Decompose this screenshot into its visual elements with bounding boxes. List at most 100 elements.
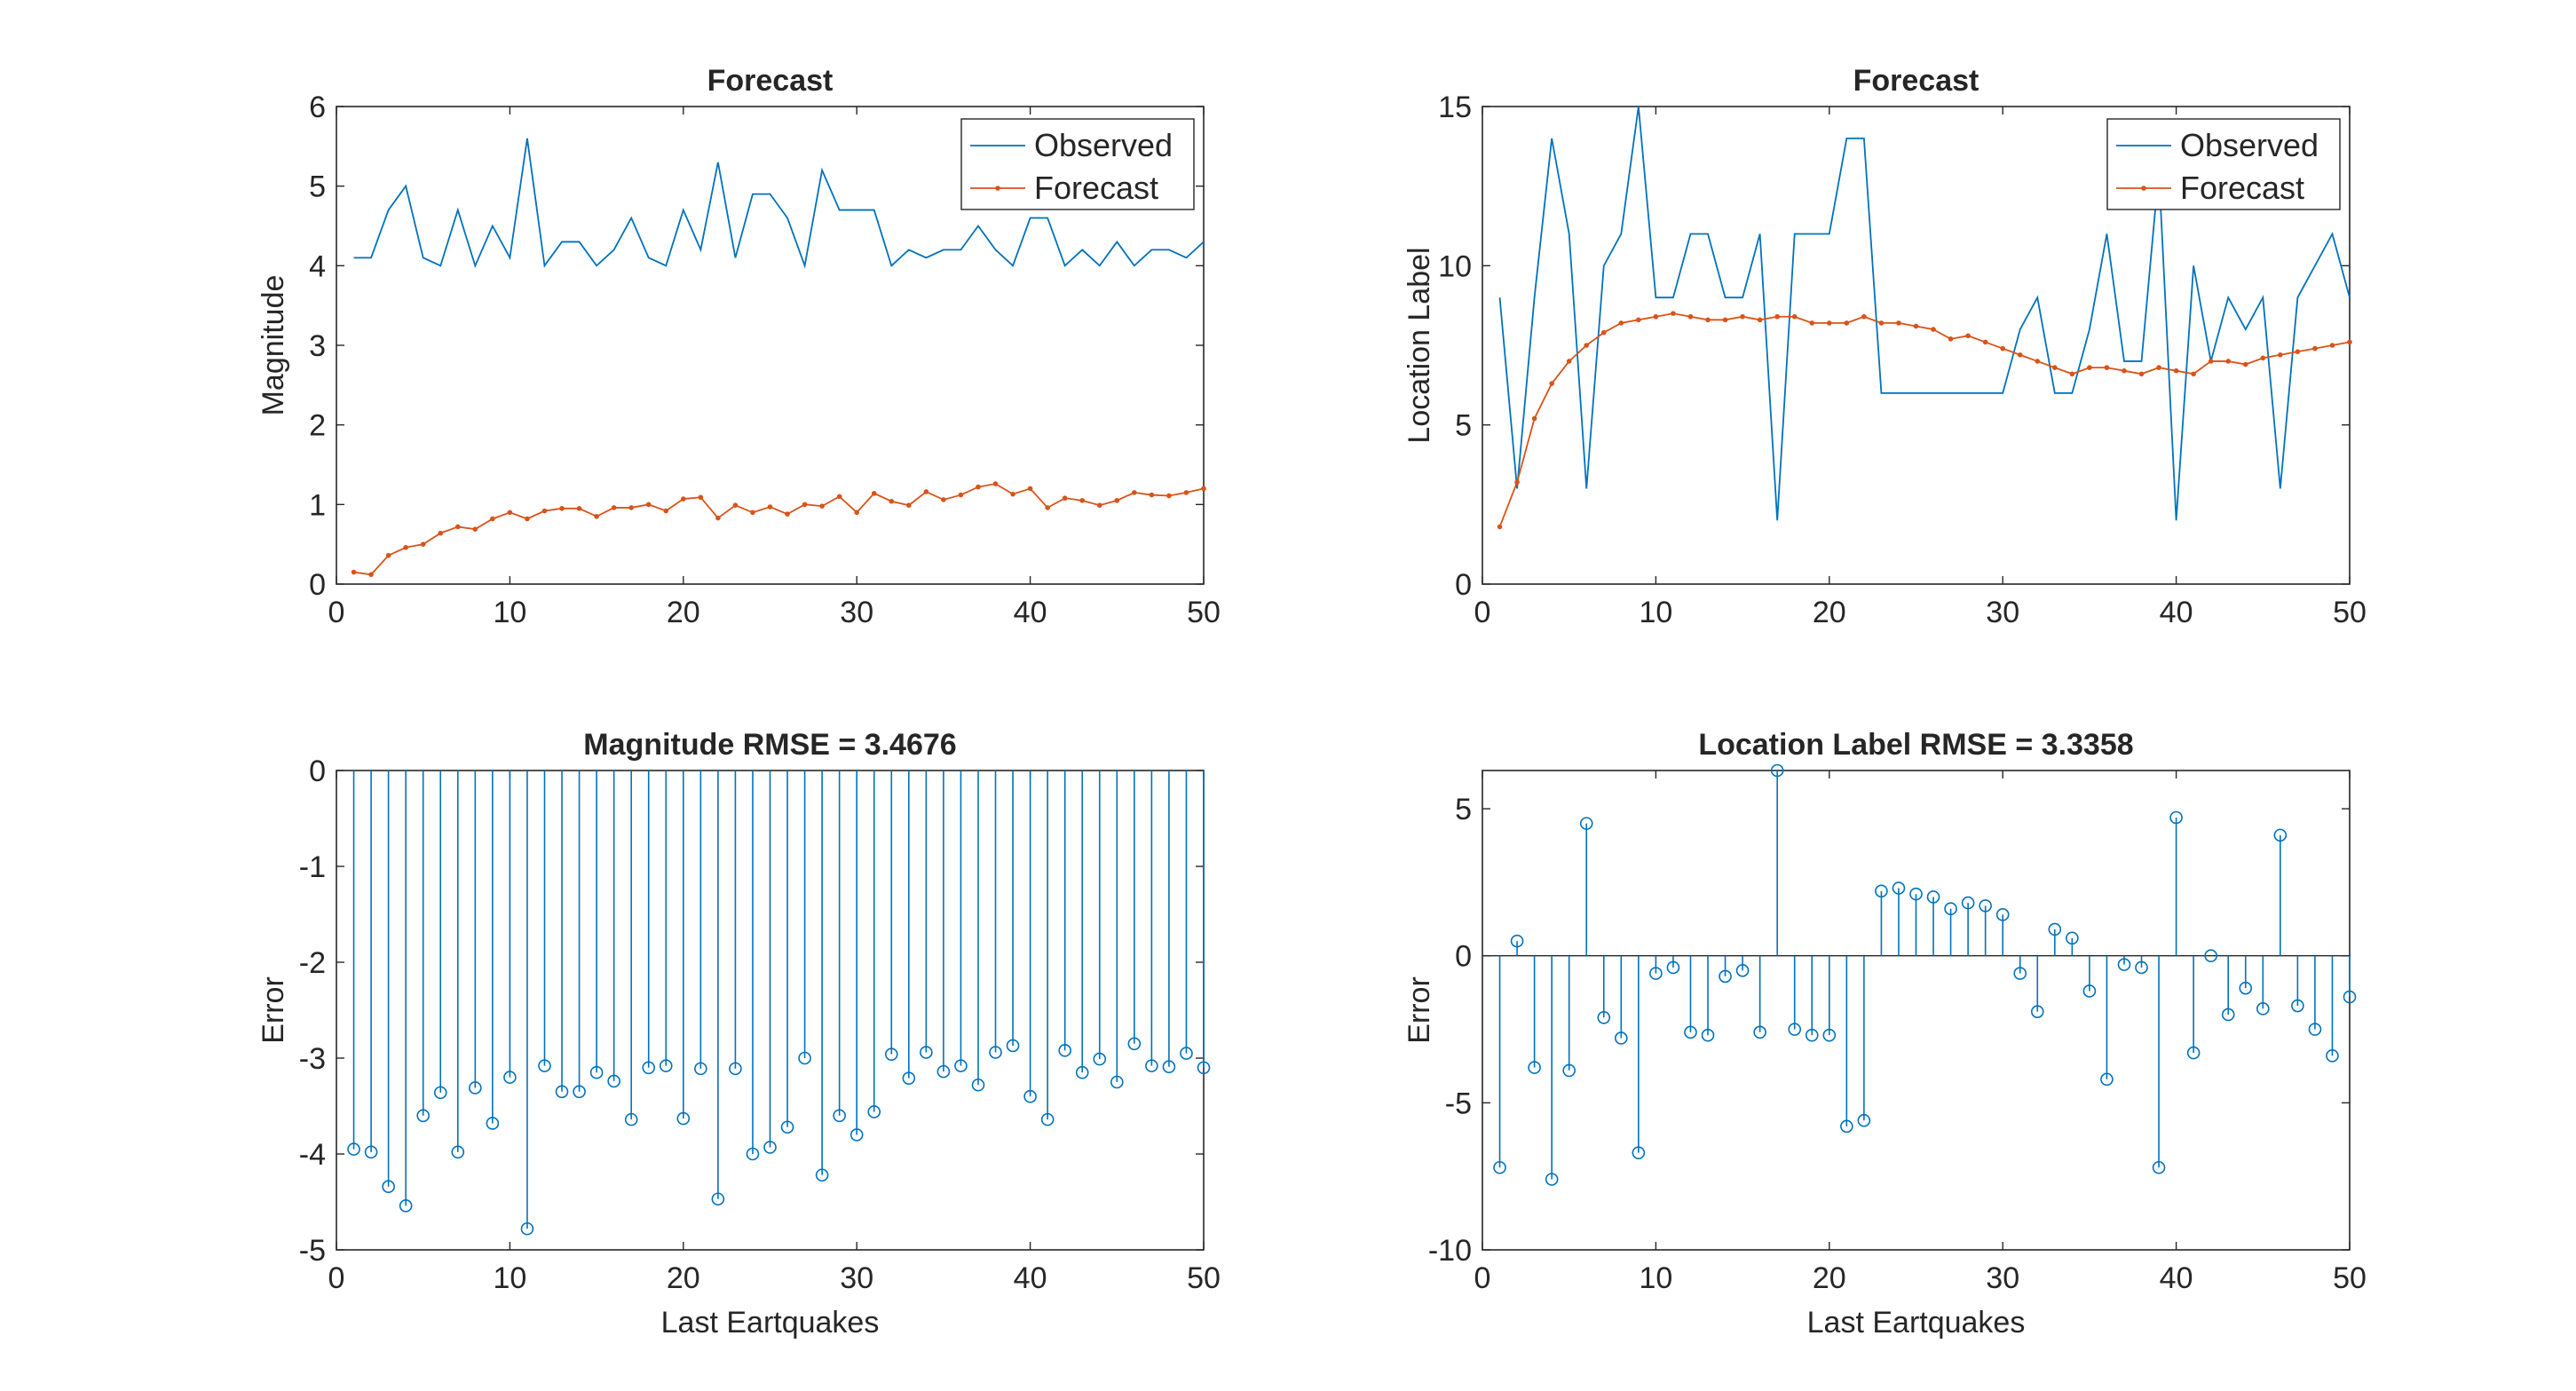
error-marker (2186, 1046, 2201, 1060)
forecast-point (854, 510, 859, 516)
error-marker (1180, 1047, 1193, 1060)
error-marker (642, 1061, 656, 1075)
y-tick-label: 5 (1455, 409, 1472, 443)
error-marker (2169, 810, 2183, 825)
legend: Observed Forecast (960, 118, 1195, 210)
axes-box (1482, 106, 2351, 585)
x-axis-label: Last Eartquakes (661, 1306, 880, 1340)
y-tick-label: 0 (1455, 568, 1472, 602)
forecast-line (353, 483, 1205, 576)
error-marker (1666, 960, 1680, 975)
axes-box (1482, 770, 2351, 1251)
error-marker (624, 1112, 638, 1126)
x-tick-label: 20 (1813, 1261, 1846, 1295)
x-tick-label: 50 (1187, 596, 1221, 629)
forecast-point (2138, 371, 2145, 377)
error-marker (676, 1111, 691, 1126)
forecast-point (1584, 343, 1590, 348)
error-marker (780, 1120, 794, 1134)
forecast-point (992, 481, 999, 486)
error-marker (607, 1074, 620, 1088)
panel-title: Location Label RMSE = 3.3358 (1698, 728, 2133, 762)
forecast-point (2087, 365, 2092, 370)
forecast-point (2295, 349, 2301, 354)
forecast-point (1531, 415, 1537, 422)
forecast-point (2278, 352, 2283, 358)
error-marker (538, 1059, 551, 1072)
error-marker (2204, 949, 2217, 963)
y-tick-label: 4 (309, 249, 326, 283)
error-marker (2082, 984, 2097, 998)
forecast-point (1079, 498, 1086, 503)
error-marker (1979, 899, 1992, 913)
y-tick-label: 0 (309, 755, 326, 788)
error-marker (2100, 1072, 2114, 1087)
y-tick-label: -5 (1445, 1087, 1472, 1120)
forecast-point (472, 526, 478, 532)
forecast-point (1653, 313, 1659, 320)
error-marker (1075, 1065, 1089, 1079)
forecast-point (958, 492, 964, 498)
forecast-point (420, 541, 426, 547)
forecast-point (1965, 333, 1971, 339)
x-tick-label: 30 (840, 596, 873, 629)
forecast-point (1948, 336, 1954, 342)
error-marker (1615, 1031, 1628, 1045)
magnitude-forecast-plot: Forecast Magnitude 0 10 20 30 40 50 0 1 2 3 4 5 6 Ob… (257, 64, 1221, 629)
y-tick-label: -1 (299, 850, 326, 884)
forecast-point (454, 524, 461, 530)
forecast-point (438, 530, 444, 536)
x-tick-label: 0 (1474, 596, 1491, 629)
forecast-point (2208, 359, 2214, 364)
error-marker (555, 1085, 569, 1099)
error-marker (451, 1145, 465, 1159)
forecast-point (923, 489, 929, 494)
error-marker (989, 1046, 1002, 1059)
forecast-point (507, 510, 513, 516)
error-marker (1145, 1059, 1158, 1072)
forecast-point (1896, 320, 1901, 326)
forecast-point (889, 498, 895, 504)
error-marker (1788, 1023, 1802, 1036)
error-marker (1961, 896, 1975, 910)
y-tick-label: 0 (1455, 940, 1472, 974)
x-tick-label: 0 (1474, 1261, 1491, 1295)
forecast-point (715, 515, 721, 521)
error-marker (416, 1109, 431, 1123)
forecast-point (802, 502, 808, 508)
forecast-point (1844, 320, 1850, 326)
forecast-point (1982, 339, 1988, 345)
forecast-point (2173, 368, 2179, 374)
legend-observed-label: Observed (2180, 127, 2319, 163)
forecast-point (2329, 343, 2335, 348)
observed-line (353, 138, 1205, 269)
error-marker (954, 1059, 968, 1072)
panel-title: Forecast (707, 64, 834, 98)
forecast-point (1027, 486, 1033, 492)
error-marker (347, 1142, 360, 1156)
y-tick-label: 10 (1438, 249, 1472, 283)
forecast-point (1497, 524, 1503, 530)
forecast-point (594, 513, 599, 519)
y-tick-label: 1 (309, 488, 326, 522)
error-marker (573, 1085, 586, 1099)
magnitude-error-stem-plot: Magnitude RMSE = 3.4676 Error Last Eartq… (257, 728, 1221, 1340)
error-marker (2152, 1160, 2166, 1174)
error-marker (1701, 1028, 1715, 1042)
x-tick-label: 50 (2333, 1261, 2367, 1295)
error-marker (2013, 967, 2027, 980)
legend: Observed Forecast (2106, 118, 2341, 210)
error-marker (694, 1062, 707, 1076)
x-tick-label: 40 (2160, 596, 2193, 629)
error-marker (763, 1141, 777, 1154)
y-axis-label: Error (257, 976, 290, 1044)
error-marker (2326, 1049, 2339, 1063)
error-marker (1562, 1063, 1576, 1078)
forecast-point (1774, 313, 1780, 320)
forecast-point (2347, 339, 2352, 345)
forecast-point (2035, 359, 2041, 364)
forecast-point (2000, 345, 2005, 352)
y-tick-label: 2 (309, 409, 326, 443)
error-marker (1545, 1173, 1559, 1186)
error-marker (1110, 1075, 1124, 1089)
